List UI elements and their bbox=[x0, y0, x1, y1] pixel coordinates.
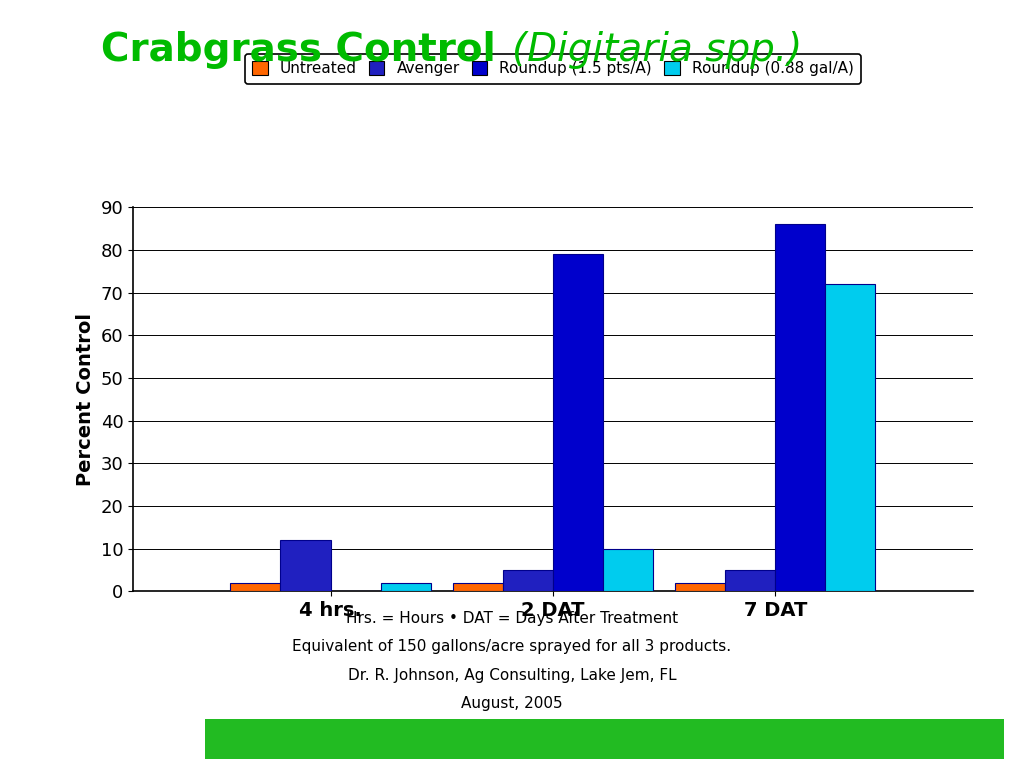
Text: Equivalent of 150 gallons/acre sprayed for all 3 products.: Equivalent of 150 gallons/acre sprayed f… bbox=[293, 639, 731, 654]
Bar bbox=[553, 254, 603, 591]
Bar bbox=[725, 570, 775, 591]
Bar bbox=[825, 284, 876, 591]
Legend: Untreated, Avenger, Roundup (1.5 pts/A), Roundup (0.88 gal/A): Untreated, Avenger, Roundup (1.5 pts/A),… bbox=[245, 54, 861, 84]
Bar bbox=[503, 570, 553, 591]
Text: (Digitaria spp.): (Digitaria spp.) bbox=[512, 31, 802, 69]
Text: Hrs. = Hours • DAT = Days After Treatment: Hrs. = Hours • DAT = Days After Treatmen… bbox=[346, 611, 678, 626]
Bar bbox=[675, 583, 725, 591]
Text: Dr. R. Johnson, Ag Consulting, Lake Jem, FL: Dr. R. Johnson, Ag Consulting, Lake Jem,… bbox=[348, 667, 676, 683]
Bar bbox=[603, 548, 653, 591]
Bar bbox=[453, 583, 503, 591]
Y-axis label: Percent Control: Percent Control bbox=[76, 313, 95, 486]
Bar bbox=[281, 540, 331, 591]
Text: Crabgrass Control: Crabgrass Control bbox=[100, 31, 509, 69]
Bar bbox=[381, 583, 431, 591]
Text: August, 2005: August, 2005 bbox=[461, 696, 563, 711]
Text: Crabgrass Control (Digitaria spp.): Crabgrass Control (Digitaria spp.) bbox=[141, 31, 883, 69]
Bar bbox=[230, 583, 281, 591]
Bar bbox=[775, 224, 825, 591]
